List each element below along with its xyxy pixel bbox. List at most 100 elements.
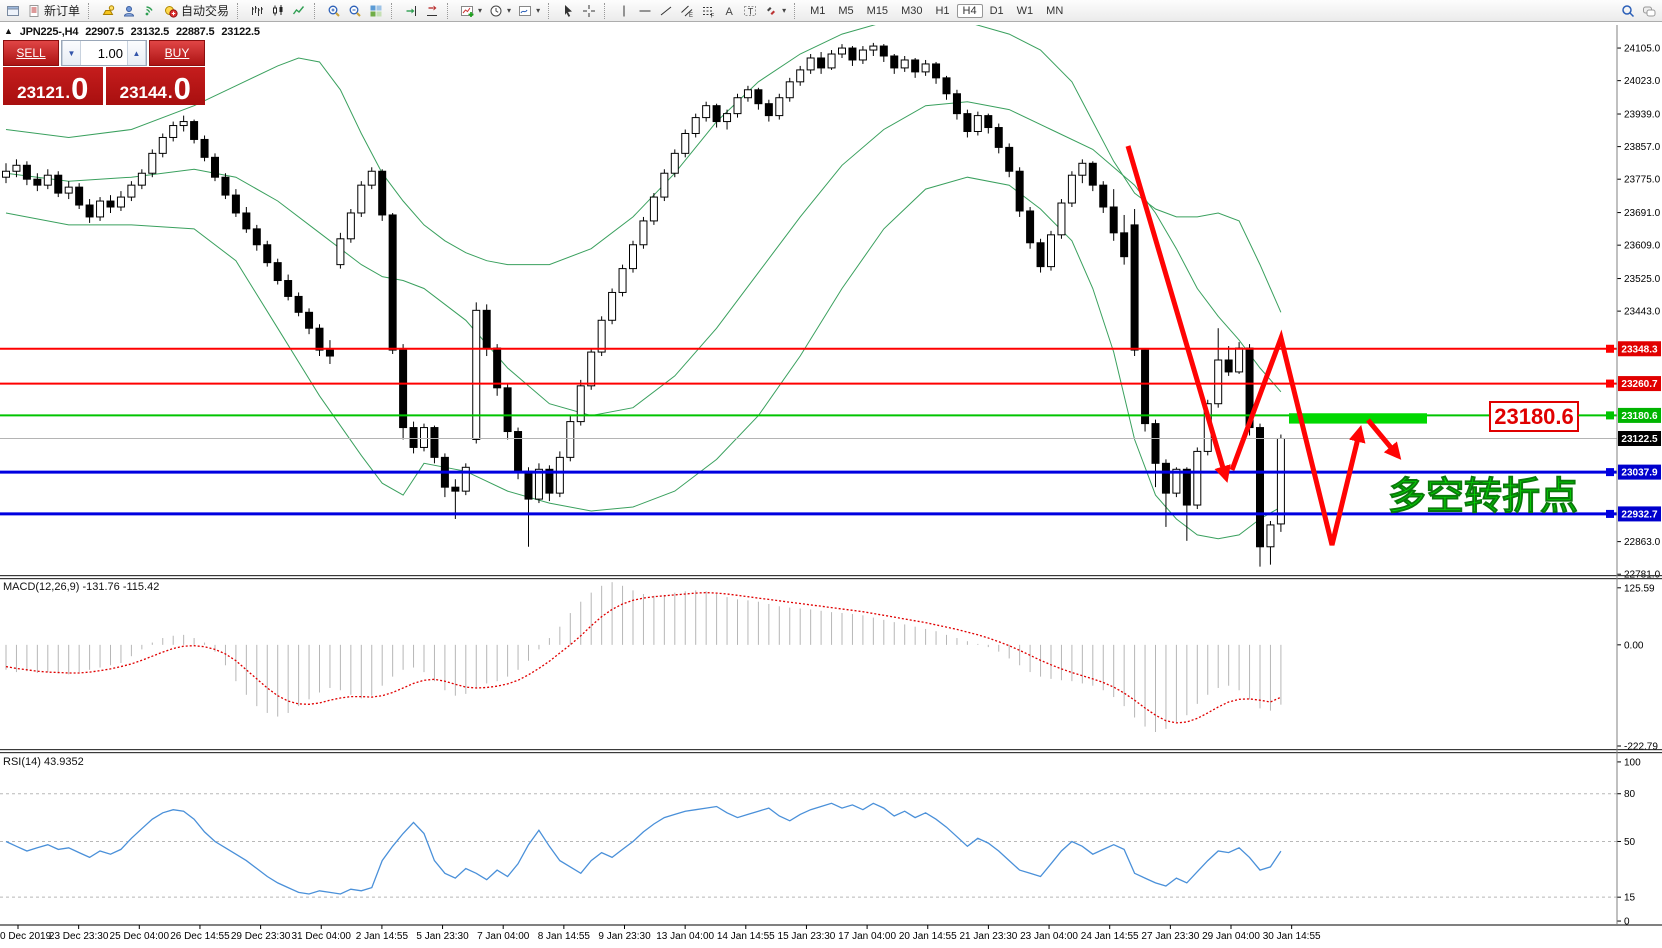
search-icon[interactable] — [1618, 3, 1638, 19]
macd-pane[interactable] — [0, 579, 1617, 747]
timeframe-m5[interactable]: M5 — [838, 4, 854, 17]
bar-chart-icon[interactable] — [247, 3, 267, 19]
price-tick-label: 23939.0 — [1624, 110, 1661, 121]
volume-increase-button[interactable]: ▲ — [127, 41, 146, 65]
tile-windows-icon[interactable] — [366, 3, 386, 19]
chat-icon[interactable] — [1639, 3, 1659, 19]
bars-icon — [252, 5, 264, 16]
svg-text:23122.5: 23122.5 — [1621, 434, 1658, 445]
autotrade-icon — [165, 5, 178, 18]
date-tick-label: 9 Jan 23:30 — [598, 931, 651, 942]
pane-separator[interactable] — [0, 752, 1662, 754]
support-line-23037-anchor[interactable] — [1606, 468, 1614, 477]
templates-icon[interactable]: ▾ — [515, 3, 543, 19]
green-zone-rectangle[interactable] — [1289, 413, 1427, 424]
date-tick-label: 20 Jan 14:55 — [899, 931, 957, 942]
date-tick-label: 25 Dec 04:00 — [110, 931, 170, 942]
date-tick-label: 14 Jan 14:55 — [717, 931, 775, 942]
pivot-line-23180-anchor[interactable] — [1606, 411, 1614, 420]
main-chart-pane[interactable] — [0, 25, 1617, 575]
vertical-line-icon[interactable] — [614, 3, 634, 19]
toolbar-separator — [794, 2, 799, 19]
timeframe-mn[interactable]: MN — [1046, 4, 1064, 17]
zoom-in-icon[interactable] — [324, 3, 344, 19]
svg-text:23348.3: 23348.3 — [1621, 344, 1658, 355]
date-tick-label: 27 Jan 23:30 — [1141, 931, 1199, 942]
date-tick-label: 29 Dec 23:30 — [231, 931, 291, 942]
red-arrow-2[interactable] — [1229, 329, 1366, 546]
dropdown-caret-icon[interactable]: ▾ — [478, 6, 483, 15]
trendline-icon[interactable] — [656, 3, 676, 19]
rsi-tick-label: 0 — [1624, 917, 1630, 928]
candles-icon — [273, 4, 283, 15]
candles — [2, 42, 1285, 567]
timeframe-h1[interactable]: H1 — [935, 4, 950, 17]
pane-separator[interactable] — [0, 578, 1662, 580]
dropdown-caret-icon[interactable]: ▾ — [507, 6, 512, 15]
timeframe-m1[interactable]: M1 — [810, 4, 826, 17]
red-arrow-3[interactable] — [1366, 418, 1402, 460]
price-tick-label: 23857.0 — [1624, 142, 1661, 153]
resistance-line-23260-anchor[interactable] — [1606, 379, 1614, 388]
toolbar-separator — [447, 2, 452, 19]
timeframe-m15[interactable]: M15 — [866, 4, 889, 17]
toolbar-separator — [237, 2, 242, 19]
signal-icon[interactable] — [140, 3, 160, 19]
auto-scroll-icon[interactable] — [422, 3, 442, 19]
auto-trading-button-label: 自动交易 — [181, 4, 230, 18]
price-callout-box[interactable] — [1489, 401, 1579, 432]
timeframe-d1[interactable]: D1 — [989, 4, 1004, 17]
red-arrow-1[interactable] — [1125, 145, 1231, 483]
pane-separator[interactable] — [0, 749, 1662, 751]
shift-icon — [406, 5, 417, 16]
window-icon[interactable] — [3, 3, 23, 19]
candlestick-chart-icon[interactable] — [268, 3, 288, 19]
pane-separator[interactable] — [0, 575, 1662, 577]
current-price-tag — [1618, 430, 1661, 446]
channel-icon: E — [681, 5, 693, 18]
buy-button[interactable]: BUY — [149, 40, 205, 66]
new-order-button[interactable]: 新订单 — [24, 1, 83, 20]
auto-trading-button[interactable]: 自动交易 — [161, 1, 232, 20]
turning-point-annotation[interactable]: 多空转折点 — [1388, 476, 1579, 519]
svg-text:23260.7: 23260.7 — [1621, 379, 1658, 390]
gold-icon[interactable] — [98, 3, 118, 19]
resistance-line-23348-anchor[interactable] — [1606, 344, 1614, 353]
volume-decrease-button[interactable]: ▼ — [62, 41, 81, 65]
sell-price[interactable]: 23121. 0 — [3, 67, 103, 105]
svg-text:22932.7: 22932.7 — [1621, 509, 1658, 520]
arrows-icon[interactable]: ▾ — [761, 3, 789, 19]
indicators-list-icon[interactable]: ▾ — [457, 3, 485, 19]
dropdown-caret-icon[interactable]: ▾ — [782, 6, 787, 15]
cursor-icon[interactable] — [558, 3, 578, 19]
dropdown-caret-icon[interactable]: ▾ — [536, 6, 541, 15]
horizontal-line-icon[interactable] — [635, 3, 655, 19]
macd-indicator: MACD(12,26,9) -131.76 -115.42 125.59 0.00 -… — [3, 581, 1658, 752]
volume-input[interactable] — [81, 41, 127, 65]
support-line-22932-anchor[interactable] — [1606, 509, 1614, 518]
fibonacci-icon[interactable]: F — [698, 3, 718, 19]
community-icon[interactable] — [119, 3, 139, 19]
periods-icon[interactable]: ▾ — [486, 3, 514, 19]
chart-window[interactable]: 23348.3 23260.7 23180.6 23037.9 22932.7 23122… — [0, 23, 1662, 948]
equidistant-channel-icon[interactable]: E — [677, 3, 697, 19]
svg-text:23180.6: 23180.6 — [1621, 411, 1658, 422]
timeframe-h4[interactable]: H4 — [956, 3, 983, 18]
buy-price[interactable]: 23144. 0 — [105, 67, 205, 105]
sell-button[interactable]: SELL — [3, 40, 59, 66]
chart-shift-icon[interactable] — [401, 3, 421, 19]
date-tick-label: 21 Jan 23:30 — [959, 931, 1017, 942]
text-label-icon[interactable]: T — [740, 3, 760, 19]
rsi-pane[interactable] — [0, 753, 1617, 922]
timeframe-m30[interactable]: M30 — [901, 4, 923, 17]
crosshair-icon[interactable] — [579, 3, 599, 19]
timeframe-w1[interactable]: W1 — [1016, 4, 1034, 17]
support-line-22932-tag — [1618, 506, 1661, 522]
line-chart-icon[interactable] — [289, 3, 309, 19]
price-callout-text: 23180.6 — [1494, 404, 1574, 429]
text-icon[interactable]: A — [719, 3, 739, 19]
price-tick-label: 23775.0 — [1624, 175, 1661, 186]
resistance-line-23260-tag — [1618, 376, 1661, 392]
volume-stepper: ▼ ▲ — [61, 40, 147, 66]
zoom-out-icon[interactable] — [345, 3, 365, 19]
